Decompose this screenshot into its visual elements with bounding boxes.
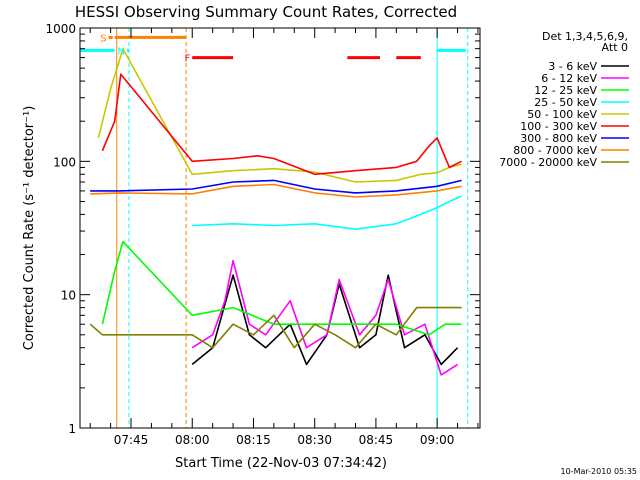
y-axis-label: Corrected Count Rate (s⁻¹ detector⁻¹) <box>22 106 37 351</box>
chart-title: HESSI Observing Summary Count Rates, Cor… <box>75 3 457 21</box>
series-line <box>191 274 459 366</box>
flag-label: S <box>100 33 106 44</box>
y-tick-label: 1000 <box>45 22 76 36</box>
legend-header-line-2: Att 0 <box>602 41 628 54</box>
flag-bars: S F N <box>80 33 466 65</box>
series-line <box>191 259 459 376</box>
legend-header-line-1: Det 1,3,4,5,6,9, <box>542 30 628 43</box>
series-line <box>90 183 462 198</box>
x-tick-label: 08:45 <box>359 433 394 447</box>
legend-label: 800 - 7000 keV <box>513 144 597 157</box>
legend-label: 6 - 12 keV <box>541 72 597 85</box>
flag-label: F <box>184 54 190 65</box>
x-tick-label: 07:45 <box>114 433 149 447</box>
legend-label: 7000 - 20000 keV <box>499 156 597 169</box>
x-tick-label: 08:15 <box>236 433 271 447</box>
legend-label: 12 - 25 keV <box>534 84 597 97</box>
x-tick-label: 08:00 <box>175 433 210 447</box>
legend-label: 50 - 100 keV <box>527 108 597 121</box>
y-tick-label: 1 <box>68 422 76 436</box>
axes: 1 10 100 1000 07:45 08:00 08:15 08:30 08:45 09:00 <box>45 22 480 447</box>
x-tick-label: 08:30 <box>297 433 332 447</box>
legend-label: 25 - 50 keV <box>534 96 597 109</box>
vertical-markers <box>116 28 469 428</box>
series-lines <box>89 47 462 376</box>
series-line <box>90 179 462 194</box>
legend-label: 3 - 6 keV <box>548 60 597 73</box>
x-tick-label: 09:00 <box>420 433 455 447</box>
legend-label: 300 - 800 keV <box>520 132 597 145</box>
series-line <box>101 240 462 336</box>
y-tick-label: 10 <box>61 289 76 303</box>
series-line <box>89 306 462 349</box>
footer-timestamp: 10-Mar-2010 05:35 <box>561 467 638 476</box>
series-line <box>101 73 462 176</box>
legend-label: 100 - 300 keV <box>520 120 597 133</box>
series-line <box>97 47 462 183</box>
y-tick-label: 100 <box>53 155 76 169</box>
flag-label: N <box>117 46 124 57</box>
x-axis-label: Start Time (22-Nov-03 07:34:42) <box>175 456 387 471</box>
series-line <box>192 195 462 230</box>
plot-frame <box>79 27 481 429</box>
